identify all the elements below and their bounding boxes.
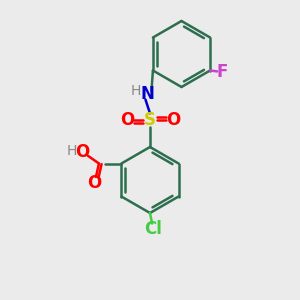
Text: O: O	[166, 111, 180, 129]
Text: O: O	[87, 174, 101, 192]
Text: O: O	[75, 143, 89, 161]
Text: H: H	[131, 84, 141, 98]
Text: S: S	[144, 111, 156, 129]
Text: H: H	[67, 144, 77, 158]
Text: O: O	[120, 111, 134, 129]
Text: N: N	[141, 85, 155, 103]
Text: Cl: Cl	[144, 220, 162, 238]
Text: F: F	[217, 63, 228, 81]
